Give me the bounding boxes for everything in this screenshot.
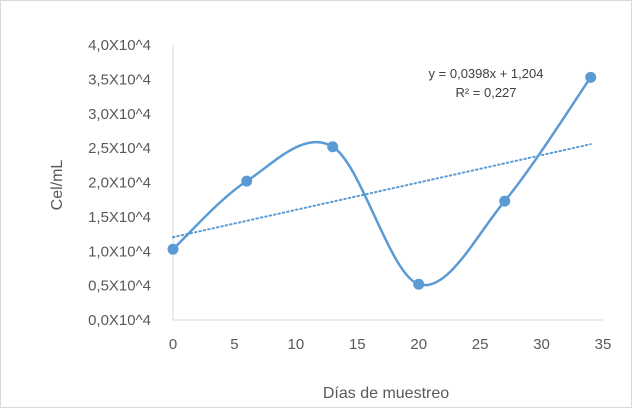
x-tick-label: 0 <box>169 336 177 353</box>
data-point <box>499 195 511 207</box>
y-axis-label: Cel/mL <box>49 160 66 211</box>
data-point <box>241 175 253 187</box>
x-tick-label: 35 <box>595 336 612 353</box>
y-tick-label: 2,5X10^4 <box>88 140 151 157</box>
data-point <box>585 71 597 83</box>
x-tick-label: 20 <box>410 336 427 353</box>
data-point <box>167 243 179 255</box>
y-tick-label: 0,5X10^4 <box>88 278 151 295</box>
y-tick-label: 3,0X10^4 <box>88 106 151 123</box>
x-tick-label: 5 <box>230 336 238 353</box>
x-axis-label: Días de muestreo <box>323 385 449 402</box>
y-tick-label: 3,5X10^4 <box>88 71 151 88</box>
x-tick-label: 10 <box>288 336 305 353</box>
x-tick-label: 15 <box>349 336 366 353</box>
trend-r-squared: R² = 0,227 <box>455 85 516 100</box>
y-tick-label: 4,0X10^4 <box>88 37 151 54</box>
series-line <box>172 76 592 287</box>
y-tick-label: 1,5X10^4 <box>88 209 151 226</box>
y-axis-ticks: 0,0X10^4 0,5X10^4 1,0X10^4 1,5X10^4 2,0X10^4… <box>88 37 151 329</box>
y-tick-label: 1,0X10^4 <box>88 243 151 260</box>
trendline <box>172 143 592 239</box>
data-point <box>327 141 339 153</box>
x-tick-label: 30 <box>533 336 550 353</box>
y-tick-label: 0,0X10^4 <box>88 312 151 329</box>
y-tick-label: 2,0X10^4 <box>88 175 151 192</box>
trend-equation: y = 0,0398x + 1,204 <box>429 66 544 81</box>
x-axis-ticks: 0 5 10 15 20 25 30 35 <box>169 336 612 353</box>
x-tick-label: 25 <box>472 336 489 353</box>
data-points <box>167 71 597 290</box>
data-point <box>413 278 425 290</box>
